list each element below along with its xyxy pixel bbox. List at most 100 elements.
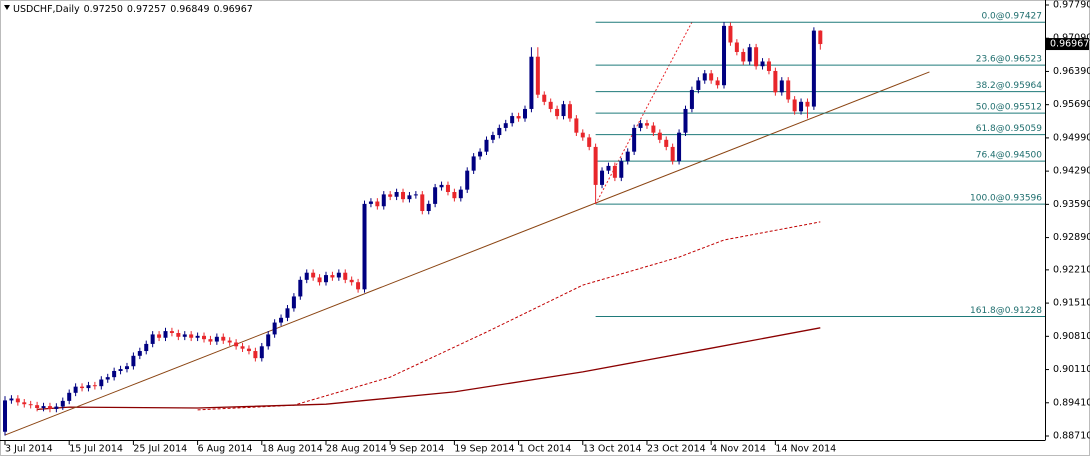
candle-body [202, 335, 207, 340]
candle-body [407, 195, 412, 200]
candle-body [311, 272, 316, 278]
x-tick-label: 23 Oct 2014 [647, 444, 706, 455]
fibo-label: 50.0@0.95512 [976, 103, 1042, 113]
candle-body [458, 189, 463, 199]
candle-body [792, 99, 797, 112]
candle-body [728, 25, 733, 43]
candle-body [709, 73, 714, 81]
low-value: 0.96849 [170, 4, 209, 15]
candle-body [548, 101, 553, 109]
candle-body [580, 132, 585, 138]
candle-body [561, 104, 566, 117]
y-tick-label: 0.91510 [1053, 298, 1090, 309]
fibo-label: 61.8@0.95059 [976, 124, 1043, 134]
fibo-label: 100.0@0.93596 [970, 194, 1042, 204]
candle-body [433, 187, 438, 204]
candle-body [266, 334, 271, 347]
candle-body [163, 331, 168, 338]
candle-body [92, 385, 97, 387]
y-tick-label: 0.92210 [1053, 264, 1090, 275]
candle-body [760, 61, 765, 67]
moving-average [197, 221, 821, 411]
candle-body [523, 108, 528, 119]
candle-body [86, 385, 91, 389]
x-tick-label: 4 Nov 2014 [711, 444, 766, 455]
candle-body [368, 201, 373, 204]
y-tick-label: 0.97790 [1053, 0, 1090, 10]
candle-body [747, 47, 752, 62]
candle-body [279, 317, 284, 323]
candle-body [574, 118, 579, 133]
candle-body [253, 351, 258, 359]
candle-body [445, 184, 450, 193]
candle-body [670, 146, 675, 162]
candle-body [15, 398, 20, 403]
y-tick-label: 0.94990 [1053, 132, 1090, 143]
x-tick-label: 3 Jul 2014 [5, 444, 53, 455]
candle-body [465, 170, 470, 190]
candle-body [336, 272, 341, 278]
candle-body [401, 192, 406, 200]
y-tick-label: 0.93590 [1053, 199, 1090, 210]
candle-body [754, 47, 759, 67]
candle-body [388, 194, 393, 197]
y-tick-label: 0.88710 [1053, 431, 1090, 442]
fibo-label: 76.4@0.94500 [976, 151, 1043, 161]
candle-body [272, 322, 277, 335]
x-tick-label: 13 Oct 2014 [583, 444, 642, 455]
candle-body [227, 340, 232, 343]
candle-body [259, 346, 264, 359]
candle-body [195, 335, 200, 338]
x-tick-label: 15 Jul 2014 [69, 444, 123, 455]
x-tick-label: 9 Sep 2014 [390, 444, 444, 455]
candle-body [67, 392, 72, 401]
candle-body [221, 336, 226, 341]
candle-body [612, 165, 617, 178]
candle-body [696, 80, 701, 90]
candle-body [375, 201, 380, 207]
fibo-label: 0.0@0.97427 [981, 12, 1042, 22]
candle-body [28, 404, 33, 406]
candle-body [362, 203, 367, 290]
candle-body [657, 132, 662, 140]
candle-body [452, 192, 457, 199]
fibo-label: 38.2@0.95964 [976, 81, 1043, 91]
candle-body [298, 279, 303, 297]
candle-body [22, 402, 27, 405]
candle-body [9, 398, 14, 401]
price-tag [1046, 38, 1089, 51]
y-tick-label: 0.94290 [1053, 166, 1090, 177]
candle-body [478, 151, 483, 157]
candle-body [638, 123, 643, 128]
candle-body [208, 339, 213, 342]
x-tick-label: 14 Nov 2014 [775, 444, 836, 455]
candle-body [105, 377, 110, 380]
candle-body [619, 161, 624, 178]
candle-body [124, 366, 129, 370]
candle-body [420, 194, 425, 212]
candle-body [60, 400, 65, 407]
candle-body [766, 61, 771, 71]
candle-body [535, 56, 540, 95]
candle-body [439, 184, 444, 188]
y-tick-label: 0.90110 [1053, 364, 1090, 375]
candle-body [587, 137, 592, 147]
candle-body [285, 308, 290, 318]
candle-body [471, 156, 476, 171]
candle-body [291, 296, 296, 309]
candle-body [773, 70, 778, 93]
moving-average [37, 327, 821, 411]
y-tick-label: 0.90810 [1053, 331, 1090, 342]
candle-body [80, 386, 85, 389]
candle-body [702, 73, 707, 81]
candle-body [317, 277, 322, 283]
x-tick-label: 28 Aug 2014 [326, 444, 387, 455]
candle-body [54, 406, 59, 409]
candle-body [484, 139, 489, 152]
candle-body [689, 89, 694, 109]
x-tick-label: 19 Sep 2014 [454, 444, 514, 455]
high-value: 0.97257 [127, 4, 166, 15]
candle-body [157, 334, 162, 338]
menu-arrow[interactable] [4, 5, 10, 10]
